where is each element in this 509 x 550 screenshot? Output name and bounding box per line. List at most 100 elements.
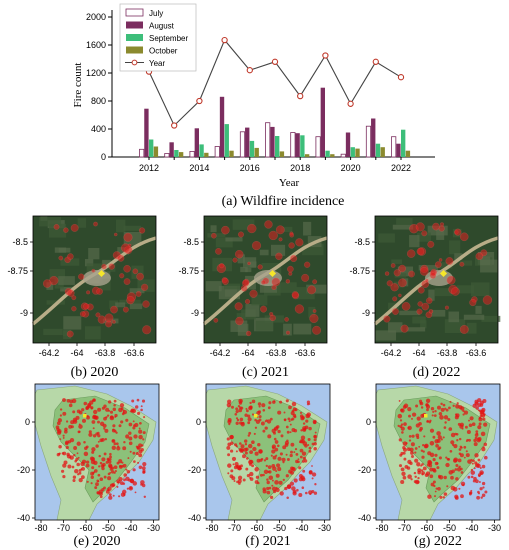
fire-hotspot xyxy=(302,426,307,431)
fire-hotspot xyxy=(301,451,307,456)
fire-hotspot xyxy=(91,447,96,452)
fire-marker xyxy=(301,273,310,282)
fire-hotspot xyxy=(136,446,140,450)
fire-hotspot xyxy=(272,455,277,460)
fire-hotspot xyxy=(420,449,424,452)
fire-marker xyxy=(249,289,258,298)
fire-hotspot xyxy=(238,442,242,445)
fire-hotspot xyxy=(246,409,249,413)
y-tick-label: -8.75 xyxy=(7,266,28,276)
fire-hotspot xyxy=(266,478,269,481)
fire-hotspot xyxy=(59,408,63,411)
terrain-patch xyxy=(86,263,103,274)
fire-hotspot xyxy=(286,458,290,461)
fire-hotspot xyxy=(65,440,69,445)
legend-label-august: August xyxy=(149,22,175,31)
fire-hotspot xyxy=(266,480,270,485)
fire-hotspot xyxy=(236,418,240,422)
fire-hotspot xyxy=(465,450,468,453)
fire-hotspot xyxy=(452,404,455,407)
fire-hotspot xyxy=(411,455,414,458)
x-tick-label: -64.2 xyxy=(381,348,402,358)
fire-hotspot xyxy=(71,398,77,404)
fire-hotspot xyxy=(136,398,140,402)
legend-marker-year xyxy=(131,59,138,66)
fire-marker xyxy=(261,280,266,285)
fire-hotspot xyxy=(235,410,239,414)
fire-hotspot xyxy=(478,422,482,426)
terrain-patch xyxy=(88,247,100,260)
fire-hotspot xyxy=(95,482,99,487)
fire-hotspot xyxy=(244,443,248,446)
terrain-patch xyxy=(232,219,255,230)
fire-hotspot xyxy=(268,475,274,480)
fire-marker xyxy=(242,279,250,287)
fire-hotspot xyxy=(92,472,95,475)
fire-hotspot xyxy=(425,471,431,476)
fire-hotspot xyxy=(285,425,289,429)
fire-marker xyxy=(257,264,263,270)
fire-marker xyxy=(247,261,251,266)
caption-c: (c) 2021 xyxy=(242,365,289,380)
terrain-patch xyxy=(99,279,111,291)
fire-hotspot xyxy=(439,495,443,499)
location-marker xyxy=(424,414,428,418)
fire-marker xyxy=(108,263,115,270)
fire-hotspot xyxy=(448,406,451,410)
terrain-patch xyxy=(237,323,249,336)
fire-hotspot xyxy=(68,424,73,429)
fire-hotspot xyxy=(62,398,66,403)
fire-hotspot xyxy=(260,421,265,426)
fire-hotspot xyxy=(139,421,142,425)
fire-hotspot xyxy=(461,427,464,430)
fire-hotspot xyxy=(66,452,70,457)
x-tick-label: 2018 xyxy=(290,163,310,173)
fire-hotspot xyxy=(70,420,75,425)
x-tick-label: -50 xyxy=(273,523,286,533)
fire-hotspot xyxy=(277,467,282,472)
fire-hotspot xyxy=(279,491,284,496)
fire-hotspot xyxy=(427,451,432,456)
map-frame xyxy=(374,215,499,344)
fire-hotspot xyxy=(88,432,93,437)
fire-hotspot xyxy=(118,459,123,464)
fire-hotspot xyxy=(430,407,435,411)
fire-hotspot xyxy=(467,475,471,479)
year-point-2016 xyxy=(246,67,253,74)
fire-hotspot xyxy=(57,418,63,423)
fire-marker xyxy=(417,301,423,307)
fire-hotspot xyxy=(91,450,95,454)
fire-hotspot xyxy=(266,490,271,495)
fire-hotspot xyxy=(432,458,436,462)
fire-marker xyxy=(215,248,222,255)
fire-hotspot xyxy=(254,418,257,422)
fire-hotspot xyxy=(90,457,96,462)
fire-hotspot xyxy=(83,401,88,406)
year-point-2018 xyxy=(297,92,304,100)
fire-hotspot xyxy=(451,443,455,447)
fire-hotspot xyxy=(112,428,115,431)
fire-hotspot xyxy=(458,405,463,410)
fire-hotspot xyxy=(473,442,478,447)
bar-august-2017 xyxy=(270,126,275,157)
y-tick-label: 400 xyxy=(91,124,106,134)
map-frame xyxy=(203,215,328,344)
terrain-patch xyxy=(84,259,94,267)
fire-marker xyxy=(416,247,425,256)
fire-hotspot xyxy=(105,460,109,464)
terrain-patch xyxy=(302,243,324,256)
fire-hotspot xyxy=(477,458,481,462)
fire-hotspot xyxy=(106,414,110,417)
fire-marker xyxy=(78,273,85,280)
fire-marker xyxy=(278,237,283,242)
legend-label-october: October xyxy=(149,47,178,56)
bar-august-2021 xyxy=(371,118,376,157)
fire-hotspot xyxy=(425,398,431,403)
x-tick-label: -60 xyxy=(420,523,433,533)
terrain-patch xyxy=(283,323,292,336)
fire-hotspot xyxy=(143,495,146,498)
fire-hotspot xyxy=(56,427,60,432)
fire-hotspot xyxy=(313,438,317,442)
bar-october-2015 xyxy=(229,150,234,157)
fire-hotspot xyxy=(446,485,449,488)
